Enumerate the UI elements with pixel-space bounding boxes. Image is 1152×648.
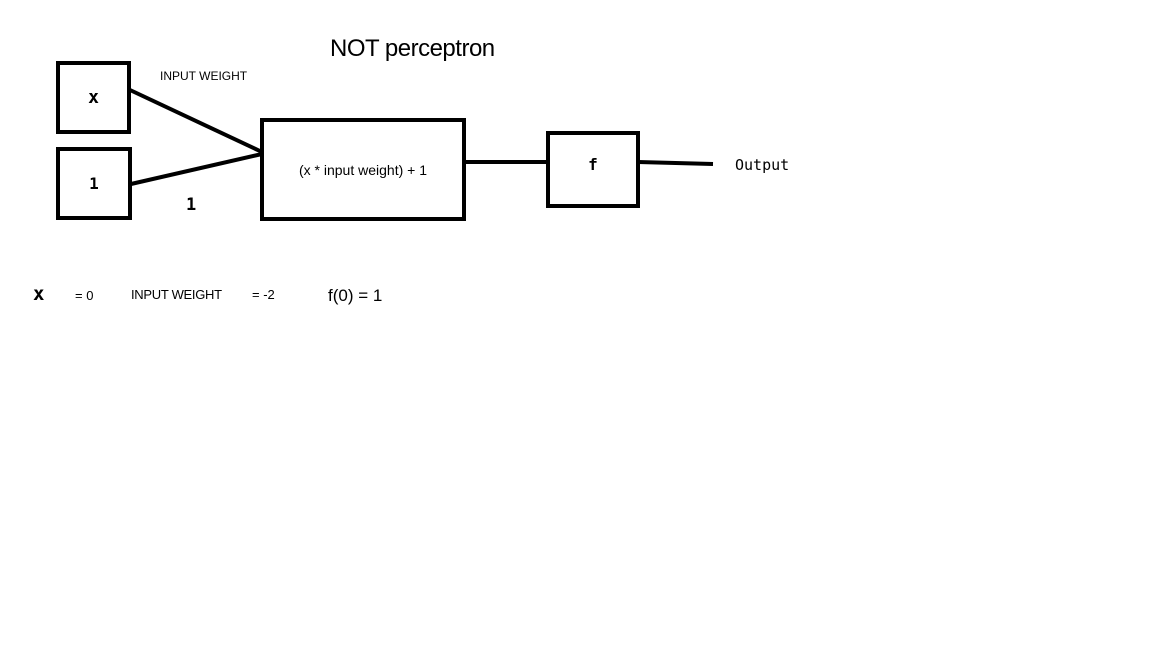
example-weight-value: = -2	[252, 287, 275, 302]
output-label: Output	[735, 156, 790, 174]
input-weight-label: INPUT WEIGHT	[160, 69, 248, 83]
input-x-node: x	[56, 61, 131, 134]
example-weight-label: INPUT WEIGHT	[131, 287, 222, 302]
example-result: f(0) = 1	[328, 286, 383, 305]
example-x-symbol: x	[33, 283, 45, 305]
sum-node-label: (x * input weight) + 1	[298, 161, 427, 178]
activation-node: f	[546, 131, 640, 208]
activation-label: f	[588, 155, 598, 174]
bias-label: 1	[89, 174, 99, 193]
diagram-title: NOT perceptron	[330, 35, 495, 62]
example-x-value: = 0	[75, 288, 94, 303]
input-x-label: x	[88, 87, 99, 108]
sum-node: (x * input weight) + 1	[260, 118, 466, 221]
bias-weight-label: 1	[186, 195, 197, 215]
x-to-sum-edge	[129, 88, 263, 154]
bias-node: 1	[56, 147, 132, 220]
activation-to-output-edge	[637, 160, 714, 166]
bias-to-sum-edge	[130, 152, 263, 186]
